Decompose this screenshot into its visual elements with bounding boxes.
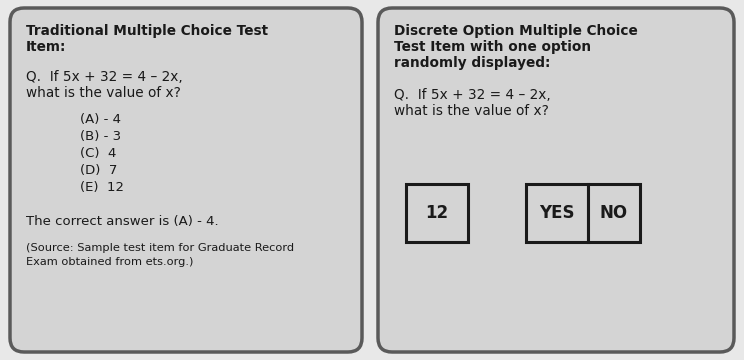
Bar xyxy=(406,184,468,242)
Text: (D)  7: (D) 7 xyxy=(80,164,118,177)
Text: (C)  4: (C) 4 xyxy=(80,147,116,160)
Text: (E)  12: (E) 12 xyxy=(80,181,124,194)
Text: what is the value of x?: what is the value of x? xyxy=(26,86,181,100)
Text: Q.  If 5x + 32 = 4 – 2x,: Q. If 5x + 32 = 4 – 2x, xyxy=(26,70,183,84)
Text: Test Item with one option: Test Item with one option xyxy=(394,40,591,54)
Text: NO: NO xyxy=(600,204,628,222)
Text: (A) - 4: (A) - 4 xyxy=(80,113,121,126)
Text: (B) - 3: (B) - 3 xyxy=(80,130,121,143)
FancyBboxPatch shape xyxy=(10,8,362,352)
Bar xyxy=(526,184,588,242)
Bar xyxy=(588,184,640,242)
Text: Traditional Multiple Choice Test: Traditional Multiple Choice Test xyxy=(26,24,268,38)
Text: (Source: Sample test item for Graduate Record: (Source: Sample test item for Graduate R… xyxy=(26,243,294,253)
FancyBboxPatch shape xyxy=(378,8,734,352)
Text: 12: 12 xyxy=(426,204,449,222)
Text: The correct answer is (A) - 4.: The correct answer is (A) - 4. xyxy=(26,215,219,228)
Text: YES: YES xyxy=(539,204,575,222)
Text: randomly displayed:: randomly displayed: xyxy=(394,56,551,70)
Text: Discrete Option Multiple Choice: Discrete Option Multiple Choice xyxy=(394,24,638,38)
Text: Exam obtained from ets.org.): Exam obtained from ets.org.) xyxy=(26,257,193,267)
Text: Item:: Item: xyxy=(26,40,66,54)
Text: Q.  If 5x + 32 = 4 – 2x,: Q. If 5x + 32 = 4 – 2x, xyxy=(394,88,551,102)
Text: what is the value of x?: what is the value of x? xyxy=(394,104,549,118)
